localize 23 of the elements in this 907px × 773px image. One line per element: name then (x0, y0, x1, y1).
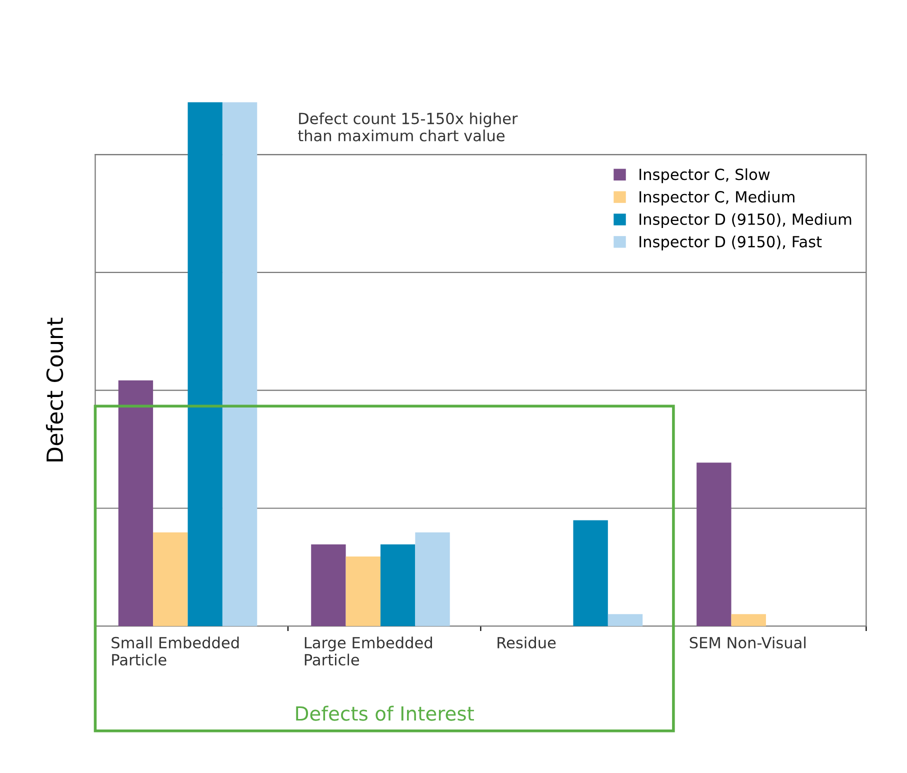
x-tick-label: SEM Non-Visual (690, 636, 806, 648)
bar (153, 532, 188, 626)
legend-label: Inspector C, Slow (640, 168, 770, 184)
bar (118, 380, 154, 626)
annotation: Defect count 15-150x higher than maximum chart value (298, 112, 518, 142)
bar (415, 532, 450, 626)
bar (311, 544, 346, 626)
x-tick-label: Residue (498, 636, 556, 648)
x-tick-label: Small Embedded Particle (112, 636, 239, 666)
bar (380, 544, 416, 626)
bar (573, 520, 608, 626)
x-tick-label: Large Embedded Particle (304, 636, 432, 666)
y-axis-title: Defect Count (46, 318, 64, 462)
bar (731, 614, 766, 626)
legend-label: Inspector D (9150), Medium (640, 213, 852, 228)
bar (608, 614, 643, 626)
bar (222, 102, 258, 626)
legend-label: Inspector D (9150), Fast (640, 236, 822, 250)
text: Defects of Interest (296, 706, 474, 721)
bar (188, 102, 222, 626)
bar (346, 556, 380, 626)
bar (696, 462, 732, 626)
legend-label: Inspector C, Medium (640, 190, 794, 206)
